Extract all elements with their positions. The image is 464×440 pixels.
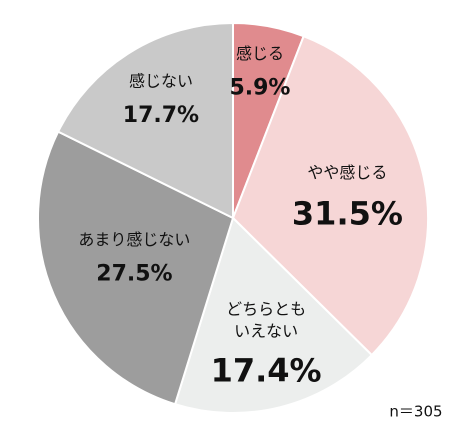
sample-size-note: n＝305 bbox=[389, 403, 442, 421]
slice-label: 感じない bbox=[129, 72, 193, 91]
slice-label: あまり感じない bbox=[78, 230, 190, 249]
slice-value-label: 31.5% bbox=[292, 195, 403, 233]
pie-slice bbox=[231, 34, 429, 357]
pie-slice bbox=[173, 216, 374, 414]
pie-slice bbox=[56, 21, 234, 220]
slice-value-label: 17.4% bbox=[211, 351, 322, 389]
slice-value-label: 27.5% bbox=[96, 261, 172, 286]
slice-label: 感じる bbox=[236, 44, 284, 63]
slice-value-label: 17.7% bbox=[123, 103, 199, 128]
slice-label: やや感じる bbox=[307, 163, 387, 182]
slice-label: どちらともいえない bbox=[226, 299, 306, 340]
pie-slice bbox=[37, 130, 235, 406]
slice-value-label: 5.9% bbox=[229, 75, 290, 100]
